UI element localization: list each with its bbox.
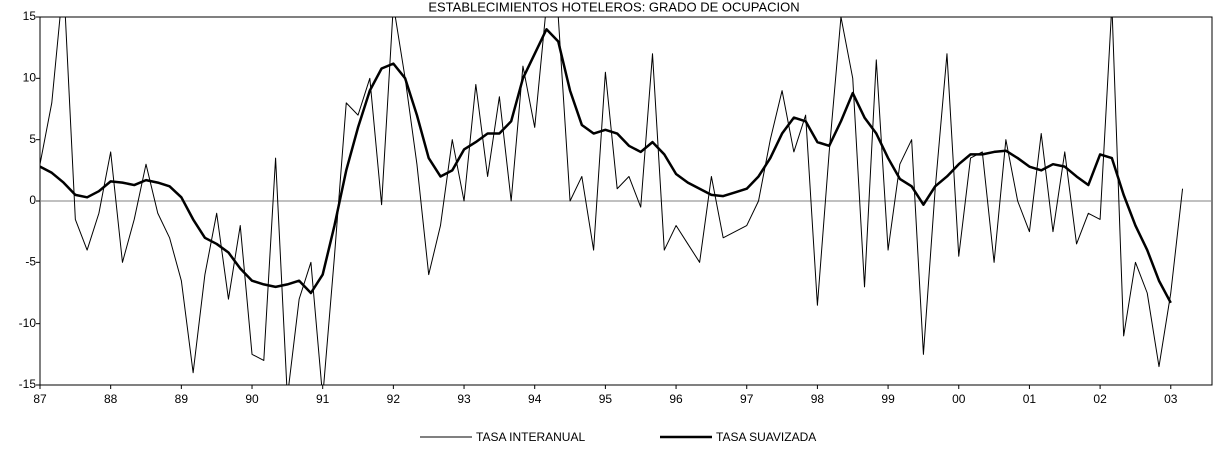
x-tick-label: 89 xyxy=(175,392,189,406)
x-tick-label: 88 xyxy=(104,392,118,406)
y-tick-label: -15 xyxy=(19,377,37,391)
x-tick-label: 92 xyxy=(387,392,401,406)
series-line xyxy=(40,28,1172,304)
series-line xyxy=(40,17,1184,385)
chart-title: ESTABLECIMIENTOS HOTELEROS: GRADO DE OCU… xyxy=(428,0,799,14)
x-tick-label: 95 xyxy=(599,392,613,406)
legend-label: TASA SUAVIZADA xyxy=(716,430,816,444)
plot-area xyxy=(40,17,1184,385)
x-tick-label: 91 xyxy=(316,392,330,406)
x-tick-label: 98 xyxy=(811,392,825,406)
x-tick-label: 94 xyxy=(528,392,542,406)
y-tick-label: 10 xyxy=(23,71,37,85)
y-tick-label: 0 xyxy=(29,193,36,207)
y-tick-label: -5 xyxy=(25,255,36,269)
x-tick-label: 01 xyxy=(1023,392,1037,406)
x-tick-label: 93 xyxy=(457,392,471,406)
x-tick-label: 87 xyxy=(33,392,47,406)
x-tick-label: 99 xyxy=(881,392,895,406)
y-tick-label: 15 xyxy=(23,9,37,23)
x-tick-label: 96 xyxy=(669,392,683,406)
x-tick-label: 02 xyxy=(1093,392,1107,406)
x-tick-label: 03 xyxy=(1164,392,1178,406)
x-tick-label: 97 xyxy=(740,392,754,406)
y-tick-label: 5 xyxy=(29,132,36,146)
x-tick-label: 90 xyxy=(245,392,259,406)
legend-label: TASA INTERANUAL xyxy=(476,430,585,444)
x-tick-label: 00 xyxy=(952,392,966,406)
y-tick-label: -10 xyxy=(19,316,37,330)
